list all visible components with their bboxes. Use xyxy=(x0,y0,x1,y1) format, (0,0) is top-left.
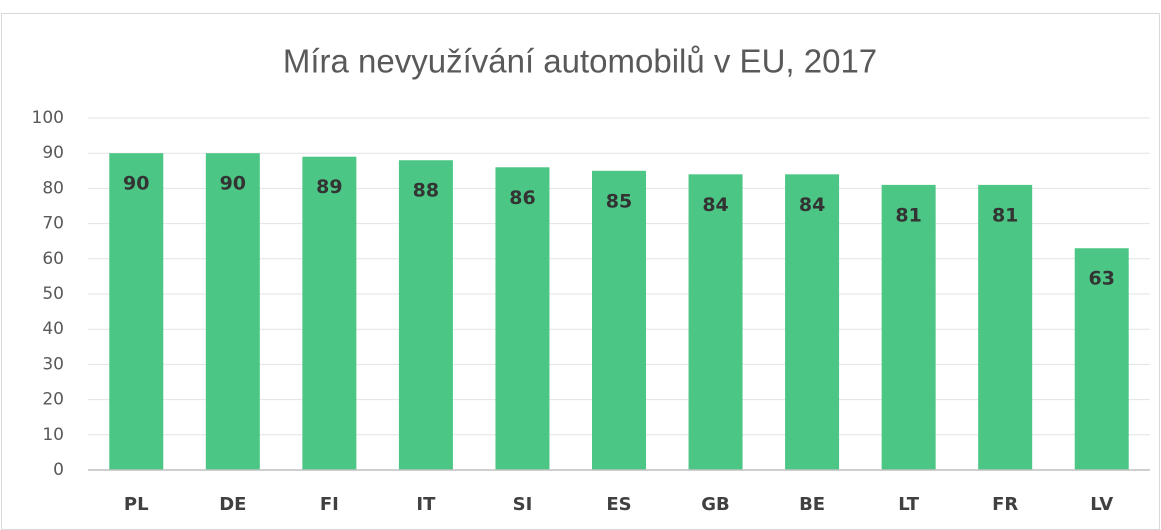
y-tick-label: 0 xyxy=(53,460,64,480)
x-tick-label: FR xyxy=(992,494,1018,515)
bar xyxy=(592,170,646,471)
data-label: 86 xyxy=(509,187,535,209)
y-tick-label: 100 xyxy=(32,108,64,128)
y-tick-label: 10 xyxy=(42,425,64,445)
bar xyxy=(205,153,260,470)
bar xyxy=(302,156,357,470)
data-label: 85 xyxy=(606,190,632,212)
bar xyxy=(978,184,1033,470)
chart-title: Míra nevyužívání automobilů v EU, 2017 xyxy=(283,43,877,80)
y-tick-label: 30 xyxy=(42,354,64,374)
data-label: 89 xyxy=(316,176,342,198)
x-tick-label: LT xyxy=(898,494,919,515)
y-tick-label: 60 xyxy=(42,249,64,269)
x-tick-label: PL xyxy=(124,494,149,515)
bar xyxy=(1074,248,1129,470)
y-tick-label: 40 xyxy=(42,319,64,339)
data-label: 90 xyxy=(220,173,246,195)
data-label: 81 xyxy=(992,204,1018,226)
data-label: 90 xyxy=(123,173,149,195)
data-label: 88 xyxy=(413,180,439,202)
x-tick-label: ES xyxy=(606,494,631,515)
data-label: 84 xyxy=(799,194,825,216)
bar xyxy=(109,153,164,470)
bar xyxy=(785,174,840,470)
bar xyxy=(881,184,936,470)
x-tick-label: GB xyxy=(701,494,730,515)
data-label: 63 xyxy=(1089,268,1115,290)
x-tick-label: LV xyxy=(1090,494,1113,515)
y-tick-label: 90 xyxy=(42,143,64,163)
x-tick-label: SI xyxy=(513,494,533,515)
bar xyxy=(495,167,550,470)
x-tick-label: IT xyxy=(416,494,436,515)
x-tick-label: BE xyxy=(799,494,825,515)
data-label: 84 xyxy=(702,194,728,216)
bar xyxy=(688,174,743,470)
chart-border xyxy=(1,13,1160,530)
y-tick-label: 70 xyxy=(42,214,64,234)
x-tick-label: FI xyxy=(320,494,339,515)
x-tick-label: DE xyxy=(219,494,246,515)
bar xyxy=(398,160,453,471)
y-tick-label: 80 xyxy=(42,178,64,198)
y-tick-label: 20 xyxy=(42,390,64,410)
data-label: 81 xyxy=(895,204,921,226)
y-tick-label: 50 xyxy=(42,284,64,304)
